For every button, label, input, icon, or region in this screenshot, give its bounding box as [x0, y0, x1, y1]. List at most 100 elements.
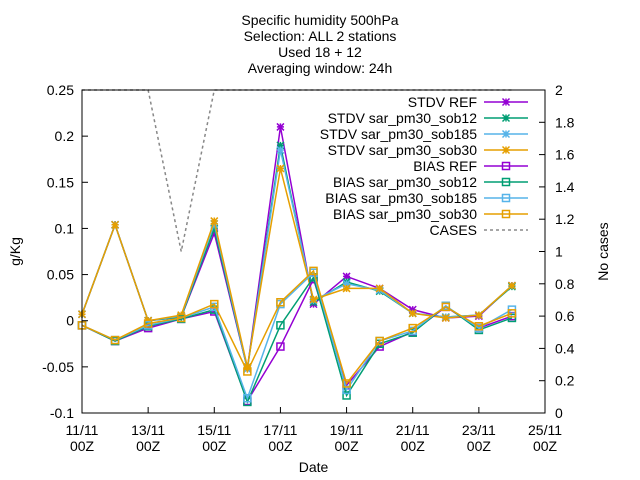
x-tick-label-date: 19/11: [330, 422, 364, 438]
y-tick-label: 0: [66, 313, 74, 329]
y2-tick-label: 0.6: [555, 308, 575, 324]
data-point: [210, 224, 219, 233]
cases-layer: [82, 89, 512, 252]
data-point: [210, 217, 219, 226]
title-line-2: Selection: ALL 2 stations: [243, 28, 397, 44]
legend-marker: [501, 209, 511, 219]
ticks-layer: -0.1 -0.05 0 0.05 0.1 0.15 0.2 0.25 0 0.2 0.4 0.6 0.…: [42, 82, 575, 454]
data-point: [507, 313, 517, 323]
data-point: [111, 220, 120, 229]
legend-label: BIAS REF: [413, 158, 477, 174]
series-layer: [77, 122, 517, 407]
x-tick-label-hour: 00Z: [70, 438, 95, 454]
data-point: [375, 336, 384, 346]
x-tick-label-hour: 00Z: [401, 438, 426, 454]
y2-tick-label: 0.8: [555, 276, 575, 292]
legend-item: BIAS sar_pm30_sob185: [325, 190, 528, 206]
series-7: [77, 266, 517, 388]
data-point: [408, 305, 417, 314]
x-tick-label-date: 11/11: [66, 422, 99, 438]
data-point: [507, 309, 517, 318]
legend-label: STDV sar_pm30_sob185: [320, 126, 477, 142]
data-point: [276, 321, 285, 330]
x-tick-label-hour: 00Z: [202, 438, 227, 454]
data-point: [243, 367, 252, 376]
data-point: [176, 313, 186, 323]
legend-label: CASES: [430, 222, 477, 238]
y-tick-label: 0.2: [55, 128, 75, 144]
legend-item: STDV sar_pm30_sob185: [320, 126, 528, 142]
legend-marker: [501, 177, 511, 187]
data-point: [210, 229, 219, 238]
data-point: [342, 284, 351, 293]
series-line: [81, 275, 513, 404]
data-point: [309, 295, 318, 304]
x-axis-label: Date: [299, 459, 329, 475]
y-tick-label: -0.1: [50, 405, 74, 421]
data-point: [309, 266, 318, 276]
legend-label: BIAS sar_pm30_sob12: [333, 174, 477, 190]
y2-tick-label: 0.4: [555, 340, 575, 356]
legend-marker: [501, 161, 511, 171]
data-point: [342, 279, 351, 288]
y-tick-label: 0.15: [47, 174, 74, 190]
data-point: [243, 362, 252, 371]
series-line: [81, 269, 513, 386]
legend-marker: [501, 145, 511, 155]
x-tick-label-date: 23/11: [462, 422, 496, 438]
data-point: [441, 313, 450, 322]
legend-marker: [501, 193, 511, 203]
data-point: [342, 379, 351, 388]
series-line: [81, 168, 513, 368]
legend-marker: [501, 129, 511, 139]
y2-tick-label: 0: [555, 405, 563, 421]
y-tick-label: -0.05: [42, 359, 74, 375]
legend-item: STDV REF: [408, 94, 528, 110]
data-point: [210, 299, 219, 309]
legend-marker: [501, 97, 511, 107]
x-tick-label-date: 13/11: [131, 422, 165, 438]
data-point: [441, 302, 451, 312]
x-tick-label-hour: 00Z: [467, 438, 492, 454]
series-6: [77, 268, 517, 403]
y2-tick-label: 1.6: [555, 147, 575, 163]
x-tick-label-date: 25/11: [528, 422, 562, 438]
title-line-1: Specific humidity 500hPa: [241, 12, 399, 28]
x-tick-label-hour: 00Z: [335, 438, 360, 454]
legend-item: CASES: [430, 222, 528, 238]
series-5: [77, 273, 517, 407]
legend-label: STDV REF: [408, 94, 477, 110]
y-axis-label: g/Kg: [7, 237, 23, 266]
y2-tick-label: 1: [555, 244, 563, 260]
data-point: [143, 319, 153, 328]
data-point: [276, 298, 285, 307]
title-line-3: Used 18 + 12: [278, 44, 362, 60]
legend-label: STDV sar_pm30_sob12: [328, 110, 478, 126]
data-point: [342, 272, 351, 281]
x-tick-label-date: 21/11: [396, 422, 430, 438]
data-point: [375, 284, 384, 293]
legend-item: BIAS sar_pm30_sob12: [333, 174, 528, 190]
legend-label: BIAS sar_pm30_sob185: [325, 190, 477, 206]
y2-tick-label: 1.2: [555, 211, 575, 227]
data-point: [507, 281, 516, 290]
y2-tick-label: 1.8: [555, 114, 575, 130]
y-tick-label: 0.1: [55, 220, 75, 236]
data-point: [276, 141, 285, 150]
x-tick-label-hour: 00Z: [136, 438, 161, 454]
y2-tick-label: 0.2: [555, 373, 575, 389]
x-tick-label-hour: 00Z: [268, 438, 293, 454]
data-point: [276, 342, 285, 351]
y2-tick-label: 1.4: [555, 179, 575, 195]
data-point: [276, 122, 285, 131]
legend-item: BIAS sar_pm30_sob30: [333, 206, 528, 222]
x-tick-label-hour: 00Z: [533, 438, 558, 454]
data-point: [276, 164, 285, 173]
data-point: [342, 391, 351, 400]
data-point: [276, 145, 285, 155]
y-tick-label: 0.25: [47, 82, 74, 98]
series-line: [81, 277, 513, 403]
legend-item: STDV sar_pm30_sob30: [328, 142, 528, 158]
